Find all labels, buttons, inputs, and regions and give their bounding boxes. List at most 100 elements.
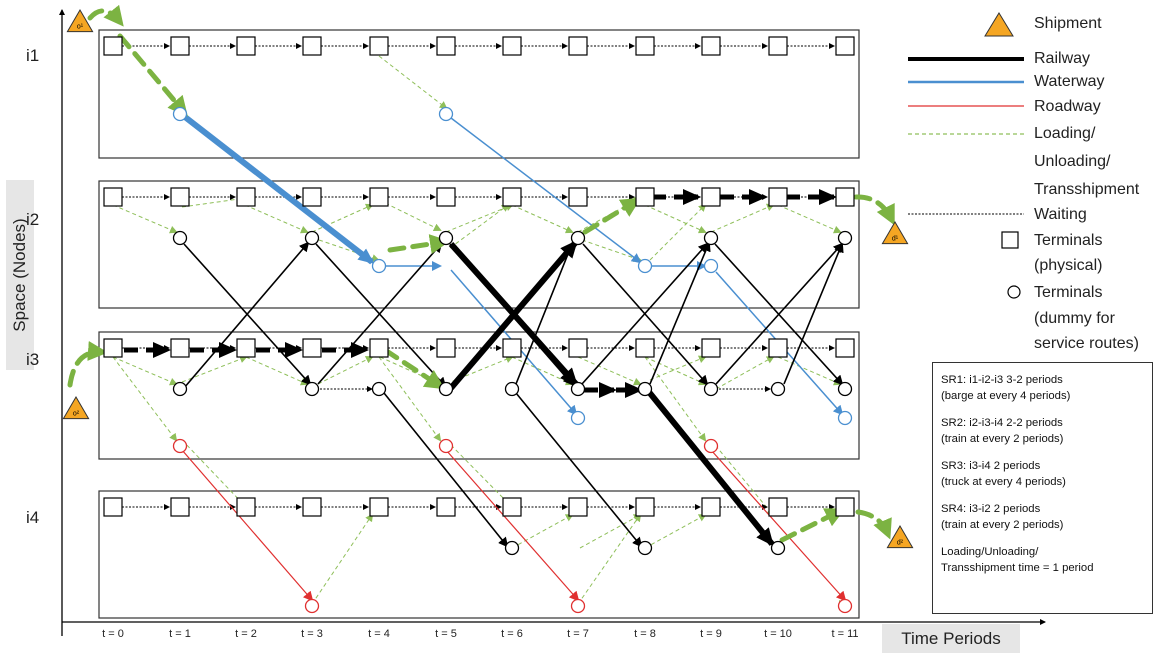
- loading-arc: [715, 356, 775, 390]
- loading-arc: [710, 203, 775, 233]
- loading-arc: [644, 514, 707, 549]
- railway-arc: [715, 242, 844, 385]
- terminal-physical: [302, 187, 322, 207]
- time-label: t = 6: [501, 628, 523, 640]
- terminal-physical: [568, 497, 588, 517]
- loading-arc: [777, 356, 842, 386]
- shipment-path: [67, 341, 108, 388]
- loading-arc: [181, 439, 248, 509]
- service-route-sr2: SR2: i2-i3-i4 2-2 periods (train at every…: [941, 417, 1064, 445]
- time-label: t = 7: [567, 628, 589, 640]
- terminal-dummy: [304, 598, 320, 614]
- legend-waterway: Waterway: [1034, 73, 1105, 90]
- loading-arc: [577, 513, 642, 605]
- terminal-physical: [369, 497, 389, 517]
- terminal-dummy: [837, 410, 853, 426]
- railway-arc: [515, 392, 643, 548]
- loading-arc: [710, 439, 775, 517]
- terminal-physical: [568, 338, 588, 358]
- terminal-physical: [302, 36, 322, 56]
- shipment-path: [387, 234, 450, 254]
- svg-text:d¹: d¹: [892, 236, 899, 243]
- legend-terminals-dummy: (dummy for: [1034, 310, 1115, 327]
- shipment-path: [87, 4, 124, 27]
- terminal-physical: [635, 338, 655, 358]
- railway-arc: [315, 243, 447, 388]
- terminal-dummy: [770, 540, 786, 556]
- legend-loading: Unloading/: [1034, 153, 1111, 170]
- time-label: t = 5: [435, 628, 457, 640]
- terminal-nodes: [103, 36, 855, 614]
- frame-i3: [98, 331, 860, 460]
- terminal-dummy: [570, 598, 586, 614]
- terminal-physical: [236, 187, 256, 207]
- x-axis-label: Time Periods: [882, 624, 1020, 653]
- terminal-physical: [103, 36, 123, 56]
- terminal-physical: [170, 497, 190, 517]
- shipment-path: [382, 347, 446, 390]
- terminal-physical: [502, 36, 522, 56]
- shipment-paths: [67, 4, 895, 543]
- terminal-physical: [768, 187, 788, 207]
- terminal-dummy: [703, 381, 719, 397]
- terminal-dummy: [304, 381, 320, 397]
- time-label: t = 11: [831, 628, 859, 640]
- terminal-dummy: [837, 230, 853, 246]
- terminal-physical: [635, 36, 655, 56]
- time-label: t = 4: [368, 628, 390, 640]
- svg-text:o²: o²: [73, 411, 80, 418]
- terminal-physical: [701, 338, 721, 358]
- loading-arc: [445, 355, 514, 385]
- loading-arc: [777, 204, 842, 234]
- loading-arc: [649, 355, 707, 381]
- terminal-dummy: [837, 381, 853, 397]
- terminal-physical: [502, 338, 522, 358]
- shipment-path: [853, 194, 895, 226]
- time-label: t = 3: [301, 628, 323, 640]
- railway-arc: [183, 243, 312, 386]
- loading-arc: [181, 355, 248, 383]
- loading-arc: [112, 356, 178, 386]
- terminal-dummy: [570, 410, 586, 426]
- terminal-physical: [302, 338, 322, 358]
- shipment-path: [117, 33, 188, 117]
- railway-arc-main: [646, 390, 775, 547]
- roadway-arcs: [181, 449, 847, 602]
- terminal-physical: [103, 187, 123, 207]
- waterway-arc: [450, 117, 642, 264]
- terminal-physical: [369, 36, 389, 56]
- time-label: t = 8: [634, 628, 656, 640]
- loading-arc: [378, 199, 442, 231]
- terminal-dummy: [703, 230, 719, 246]
- terminal-dummy: [504, 540, 520, 556]
- legend-shipment-icon: [984, 12, 1014, 37]
- loading-arc: [181, 194, 248, 208]
- loading-arc: [445, 439, 514, 509]
- loading-arcs: [112, 55, 842, 605]
- row-label-i2: i2: [26, 210, 40, 229]
- terminal-dummy: [172, 230, 188, 246]
- railway-arcs: [124, 189, 844, 548]
- terminal-dummy: [172, 381, 188, 397]
- terminal-physical: [436, 497, 456, 517]
- waterway-arc-main: [183, 114, 375, 265]
- loading-arc: [511, 356, 574, 386]
- terminal-physical: [436, 338, 456, 358]
- terminal-dummy: [371, 381, 387, 397]
- terminal-physical: [236, 497, 256, 517]
- terminal-physical: [369, 338, 389, 358]
- svg-text:o¹: o¹: [77, 24, 84, 31]
- terminal-physical: [568, 36, 588, 56]
- loading-arc: [649, 203, 707, 261]
- terminal-physical: [568, 187, 588, 207]
- row-label-i1: i1: [26, 46, 40, 65]
- row-label-i3: i3: [26, 350, 40, 369]
- terminal-dummy: [438, 230, 454, 246]
- legend-terminals-dummy: service routes): [1034, 335, 1139, 352]
- terminal-physical: [835, 338, 855, 358]
- shipment-origin-1-icon: o¹: [66, 9, 94, 33]
- railway-arc: [383, 392, 509, 548]
- service-route-sr3: SR3: i3-i4 2 periods (truck at every 4 pe…: [941, 460, 1066, 488]
- shipment-path: [582, 197, 642, 235]
- loading-arc: [112, 204, 178, 234]
